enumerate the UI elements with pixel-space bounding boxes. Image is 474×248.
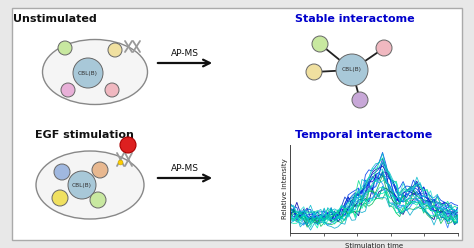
Circle shape [90, 192, 106, 208]
Circle shape [336, 54, 368, 86]
Circle shape [52, 190, 68, 206]
Text: EGF stimulation: EGF stimulation [35, 130, 134, 140]
Text: CBL(B): CBL(B) [78, 70, 98, 75]
Text: AP-MS: AP-MS [171, 164, 199, 173]
Y-axis label: Relative intensity: Relative intensity [282, 159, 288, 219]
Circle shape [352, 92, 368, 108]
Circle shape [105, 83, 119, 97]
Circle shape [120, 137, 136, 153]
X-axis label: Stimulation time: Stimulation time [345, 244, 403, 248]
Text: Temporal interactome: Temporal interactome [295, 130, 432, 140]
FancyBboxPatch shape [12, 8, 462, 240]
Circle shape [54, 164, 70, 180]
Circle shape [73, 58, 103, 88]
Circle shape [108, 43, 122, 57]
Circle shape [61, 83, 75, 97]
Ellipse shape [43, 39, 147, 104]
Circle shape [92, 162, 108, 178]
Circle shape [306, 64, 322, 80]
Circle shape [58, 41, 72, 55]
Circle shape [68, 171, 96, 199]
Text: CBL(B): CBL(B) [72, 183, 92, 187]
Text: CBL(B): CBL(B) [342, 67, 362, 72]
Text: Stable interactome: Stable interactome [295, 14, 415, 24]
Text: AP-MS: AP-MS [171, 49, 199, 58]
Ellipse shape [36, 151, 144, 219]
Circle shape [312, 36, 328, 52]
Text: Unstimulated: Unstimulated [13, 14, 97, 24]
Circle shape [376, 40, 392, 56]
